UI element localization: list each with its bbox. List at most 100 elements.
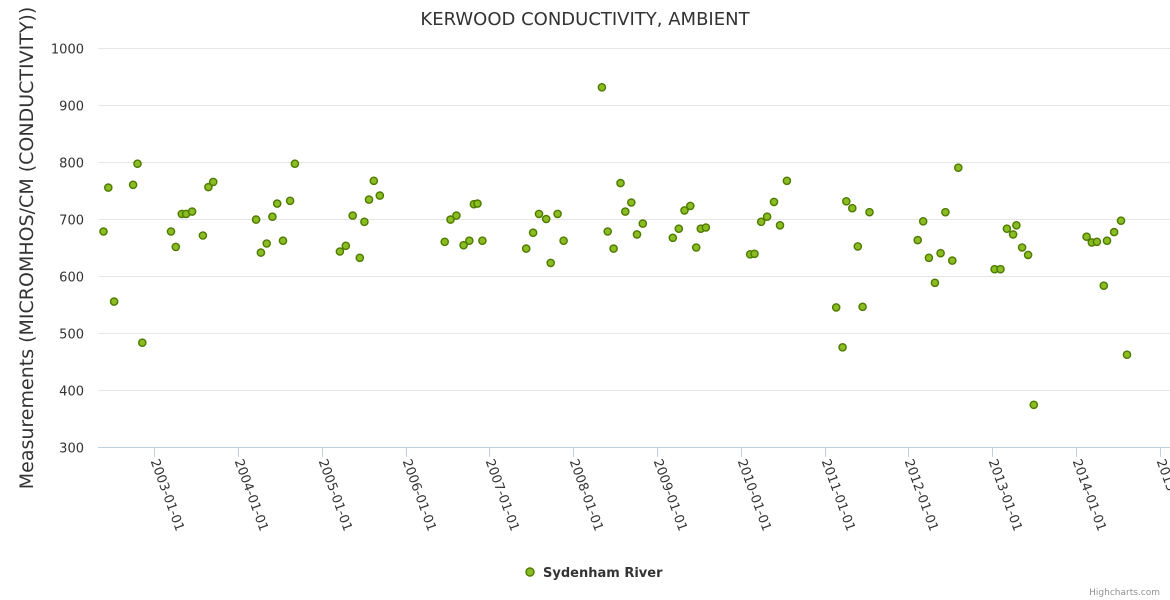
- data-point[interactable]: [842, 196, 851, 206]
- data-point[interactable]: [1116, 216, 1126, 225]
- data-point[interactable]: [528, 228, 538, 237]
- data-point[interactable]: [534, 209, 544, 219]
- data-point[interactable]: [769, 197, 779, 207]
- data-point[interactable]: [1017, 243, 1027, 252]
- data-point[interactable]: [546, 258, 556, 268]
- data-point[interactable]: [272, 199, 282, 208]
- data-point[interactable]: [621, 207, 630, 216]
- data-point[interactable]: [198, 231, 208, 240]
- data-point[interactable]: [858, 302, 867, 312]
- data-point[interactable]: [756, 217, 766, 227]
- data-point[interactable]: [262, 239, 272, 248]
- data-point[interactable]: [936, 248, 945, 258]
- data-point[interactable]: [838, 342, 847, 352]
- data-point[interactable]: [364, 195, 374, 204]
- data-point[interactable]: [256, 248, 266, 257]
- data-point[interactable]: [632, 230, 642, 239]
- data-point[interactable]: [1122, 350, 1132, 360]
- data-point[interactable]: [521, 244, 531, 253]
- data-point[interactable]: [369, 176, 379, 186]
- data-point[interactable]: [762, 212, 772, 221]
- data-point[interactable]: [954, 163, 963, 172]
- data-point[interactable]: [171, 242, 181, 252]
- data-point[interactable]: [848, 203, 857, 213]
- data-point[interactable]: [109, 297, 119, 306]
- data-point[interactable]: [1102, 236, 1112, 245]
- data-point[interactable]: [360, 217, 369, 227]
- data-point[interactable]: [268, 212, 277, 221]
- data-point[interactable]: [208, 177, 218, 187]
- data-point[interactable]: [133, 159, 142, 168]
- data-point[interactable]: [285, 196, 295, 206]
- data-point[interactable]: [924, 253, 934, 263]
- data-point[interactable]: [137, 338, 147, 348]
- data-point[interactable]: [1008, 230, 1018, 239]
- data-point[interactable]: [559, 236, 568, 245]
- data-point[interactable]: [782, 176, 792, 186]
- data-point[interactable]: [278, 236, 288, 245]
- data-point[interactable]: [918, 216, 928, 226]
- x-tick-label: 2013-01-01: [985, 457, 1025, 533]
- data-point[interactable]: [616, 178, 625, 188]
- data-point[interactable]: [941, 207, 950, 217]
- data-point[interactable]: [104, 183, 113, 192]
- data-point[interactable]: [290, 159, 300, 168]
- data-point[interactable]: [440, 237, 450, 247]
- data-point[interactable]: [473, 199, 482, 208]
- data-point[interactable]: [674, 224, 684, 233]
- legend-item[interactable]: Sydenham River: [525, 566, 663, 581]
- data-point[interactable]: [930, 278, 940, 288]
- data-point[interactable]: [638, 219, 648, 228]
- data-point[interactable]: [452, 211, 461, 220]
- data-point[interactable]: [128, 180, 138, 190]
- data-point[interactable]: [1109, 227, 1119, 237]
- data-point[interactable]: [553, 209, 562, 219]
- data-point[interactable]: [603, 227, 613, 236]
- data-point[interactable]: [609, 244, 618, 253]
- data-point[interactable]: [204, 182, 213, 192]
- x-tick-label: 2003-01-01: [147, 457, 187, 533]
- data-point[interactable]: [996, 264, 1005, 274]
- data-point[interactable]: [1082, 232, 1091, 241]
- data-point[interactable]: [701, 223, 711, 232]
- data-point[interactable]: [355, 253, 365, 263]
- data-point[interactable]: [478, 236, 487, 245]
- data-point[interactable]: [948, 256, 957, 265]
- data-point[interactable]: [865, 207, 874, 217]
- data-point[interactable]: [691, 243, 701, 252]
- data-point[interactable]: [1002, 224, 1012, 233]
- data-point[interactable]: [597, 83, 607, 92]
- data-point[interactable]: [464, 236, 474, 245]
- data-point[interactable]: [348, 211, 358, 220]
- data-point[interactable]: [913, 235, 923, 245]
- data-point[interactable]: [1099, 281, 1109, 291]
- data-point[interactable]: [668, 233, 678, 243]
- data-point[interactable]: [853, 242, 863, 251]
- data-point[interactable]: [341, 241, 351, 251]
- data-point[interactable]: [1012, 220, 1021, 230]
- y-tick-label: 300: [59, 442, 84, 457]
- data-point[interactable]: [251, 215, 261, 224]
- data-point[interactable]: [750, 249, 759, 259]
- legend-marker: [525, 567, 535, 577]
- credits-link[interactable]: Highcharts.com: [1089, 588, 1160, 598]
- data-point[interactable]: [335, 247, 345, 256]
- data-point[interactable]: [446, 215, 455, 224]
- data-point[interactable]: [166, 227, 176, 236]
- data-point[interactable]: [375, 191, 385, 200]
- data-point[interactable]: [680, 206, 689, 215]
- data-point[interactable]: [686, 201, 695, 211]
- data-point[interactable]: [1029, 400, 1039, 410]
- data-point[interactable]: [627, 198, 636, 207]
- data-point[interactable]: [541, 214, 551, 224]
- x-tick-label: 2005-01-01: [315, 457, 355, 533]
- data-point[interactable]: [99, 227, 108, 236]
- data-point[interactable]: [459, 240, 468, 250]
- data-point[interactable]: [1023, 250, 1033, 260]
- data-point[interactable]: [775, 220, 785, 230]
- data-point[interactable]: [1092, 237, 1102, 247]
- data-point[interactable]: [187, 207, 197, 216]
- data-point[interactable]: [831, 303, 841, 312]
- x-tick-label: 2009-01-01: [650, 457, 690, 533]
- x-tick-label: 2004-01-01: [231, 457, 271, 533]
